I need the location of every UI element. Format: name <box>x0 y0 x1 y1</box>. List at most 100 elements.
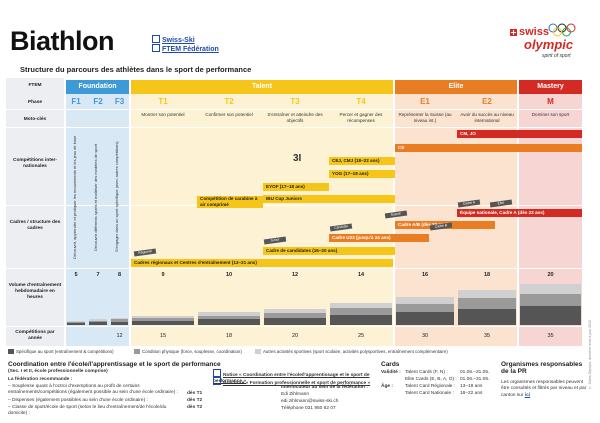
motto-e1: Représenter la Suisse (au niveau int.) <box>398 112 452 123</box>
cards-cell: 13–18 ans <box>460 384 483 389</box>
phase-e1: E1 <box>420 97 430 106</box>
volume-bar-segment <box>396 312 454 325</box>
coordination-subtitle: (Sec. I et II, école professionnelle com… <box>8 369 108 374</box>
moto-label: Moto-clés <box>23 117 47 122</box>
page-title: Biathlon <box>10 26 115 56</box>
cards-cell: 01.06.–31.05. <box>460 370 490 375</box>
volume-bar-segment <box>89 319 107 321</box>
motto-t2: Confirmer son potentiel <box>205 112 253 117</box>
volume-bar-segment <box>264 308 326 313</box>
copyright-note: © Swiss Olympic, dernière mise à jour 20… <box>588 320 592 390</box>
divider <box>6 127 582 128</box>
coordination-item-2-phase: dès T2 <box>187 398 203 403</box>
coordination-item-3-phase: dès T2 <box>187 405 203 410</box>
legend-item-specific: Spécifique au sport (entraînement & comp… <box>8 349 114 354</box>
competitions-per-year-label: Compétitions par année <box>15 330 55 341</box>
phase-e2: E2 <box>482 97 492 106</box>
phase-f3: F3 <box>114 97 125 106</box>
volume-bar-segment <box>111 319 128 322</box>
motto-t3: S'entraîner et atteindre des objectifs <box>267 112 323 123</box>
volume-bar-segment <box>458 289 516 299</box>
foundation-column-bg <box>66 94 129 346</box>
bar-air-rifle: Compétition de carabine à air comprimé <box>197 196 263 208</box>
legend-swatch <box>255 349 261 354</box>
volume-bar-segment <box>89 322 107 325</box>
cadres-label: Cadres / structure des cadres <box>9 220 61 231</box>
coordination-item-2: – Dispenses (également possibles au sein… <box>8 398 148 403</box>
swiss-ski-link[interactable]: Swiss-Ski <box>152 35 195 44</box>
phase-t1: T1 <box>158 97 168 106</box>
coordination-item-1: – Souplesse quant à l'octroi d'exemption… <box>8 384 178 396</box>
volume-bar-segment <box>67 321 85 323</box>
volume-bar-segment <box>132 318 194 321</box>
competitions-year-m: 35 <box>547 333 554 339</box>
motto-t4: Percer et gagner des récompenses <box>339 112 383 123</box>
volume-bar-segment <box>458 298 516 310</box>
competitions-year-t1: 15 <box>159 333 167 339</box>
divider <box>6 205 582 206</box>
legend-item-physical: Condition physique (force, souplesse, co… <box>134 349 242 354</box>
section-talent: Talent <box>131 80 393 94</box>
volume-bar-segment <box>520 294 581 307</box>
bar-eyof: EYOF (17–18 ans) <box>263 183 329 191</box>
section-mastery: Mastery <box>519 80 582 94</box>
volume-bar-segment <box>264 312 326 318</box>
foundation-note-f1: Découvrir, apprendre et pratiquer les mo… <box>72 135 77 259</box>
brochure-link[interactable]: Brochure « Formation professionnelle et … <box>213 377 373 387</box>
section-foundation: Foundation <box>66 80 129 94</box>
volume-label: Volume d'entraînement hebdomadaire en he… <box>8 283 62 300</box>
cards-cell: Talent Card Régionale : <box>405 384 456 389</box>
phase-t4: T4 <box>356 97 366 106</box>
legend-swatch <box>134 349 140 354</box>
bar-cej-cmj: CEJ, CMJ (18–22 ans) <box>329 157 395 165</box>
cards-cell: Validité : <box>381 370 401 375</box>
cards-cell: Âge : <box>381 384 393 389</box>
volume-hours-t2: 10 <box>225 272 233 278</box>
volume-bar-segment <box>396 303 454 313</box>
volume-hours-t4: 14 <box>357 272 365 278</box>
volume-bar-segment <box>458 309 516 325</box>
ibu-logo-icon: 3I <box>293 153 302 164</box>
external-link-icon <box>152 44 160 52</box>
contact-phone: Téléphone 031 950 62 07 <box>281 406 336 411</box>
phase-f2: F2 <box>93 97 103 106</box>
foundation-note-f3: S'engager dans un sport spécifique (avec… <box>114 141 119 253</box>
volume-bar-segment <box>132 321 194 325</box>
chart-subtitle: Structure du parcours des athlètes dans … <box>20 65 252 74</box>
volume-hours-t3: 12 <box>291 272 299 278</box>
volume-bar-segment <box>264 317 326 325</box>
volume-bar-segment <box>132 316 194 319</box>
cards-cell: Elite Cards (E, B, A, O) : <box>405 377 457 382</box>
motto-m: Dominer son sport <box>531 112 570 117</box>
volume-hours-t1: 9 <box>161 272 165 278</box>
volume-bar-segment <box>396 296 454 304</box>
volume-bar-segment <box>330 315 392 325</box>
organisms-link[interactable]: ici <box>524 392 531 398</box>
coordination-title: Coordination entre l'école/l'apprentissa… <box>8 361 221 368</box>
olympic-rings-icon <box>510 23 576 37</box>
divider <box>6 109 582 110</box>
contact-title: Interlocuteur au sein de la fédération : <box>281 385 368 390</box>
cards-cell: Talent Cards (F, N) : <box>405 370 448 375</box>
divider <box>6 326 582 327</box>
legend-item-other: Autres activités sportives (sport scolai… <box>255 349 448 354</box>
volume-bar-segment <box>67 323 85 325</box>
phase-f1: F1 <box>71 97 81 106</box>
notice-link[interactable]: Notice « Coordination entre l'école/l'ap… <box>213 369 373 386</box>
ftem-federation-link[interactable]: FTEM Fédération <box>152 44 219 53</box>
volume-hours-e1: 16 <box>421 272 429 278</box>
phase-m: M <box>547 97 554 106</box>
bar-cm-jo: CM, JO <box>457 130 582 138</box>
phase-t2: T2 <box>224 97 234 106</box>
cards-cell: Talent Card Nationale : <box>405 391 454 396</box>
volume-bar-segment <box>330 308 392 316</box>
coordination-item-3: – Classe de sport/école de sport (selon … <box>8 405 167 417</box>
competitions-label: Compétitions inter-nationales <box>13 158 57 169</box>
swiss-olympic-logo: swiss olympic spirit of sport <box>510 18 580 66</box>
competitions-year-e2: 35 <box>483 333 491 339</box>
foundation-note-f2: Découvrir différents sports et maîtriser… <box>93 143 98 251</box>
competitions-year-e1: 30 <box>421 333 429 339</box>
volume-bar-segment <box>198 315 260 320</box>
bar-candidates: Cadre de candidates (16–20 ans) <box>263 247 395 255</box>
contact-email[interactable]: edi.zihlmann@swiss-ski.ch <box>281 399 339 404</box>
